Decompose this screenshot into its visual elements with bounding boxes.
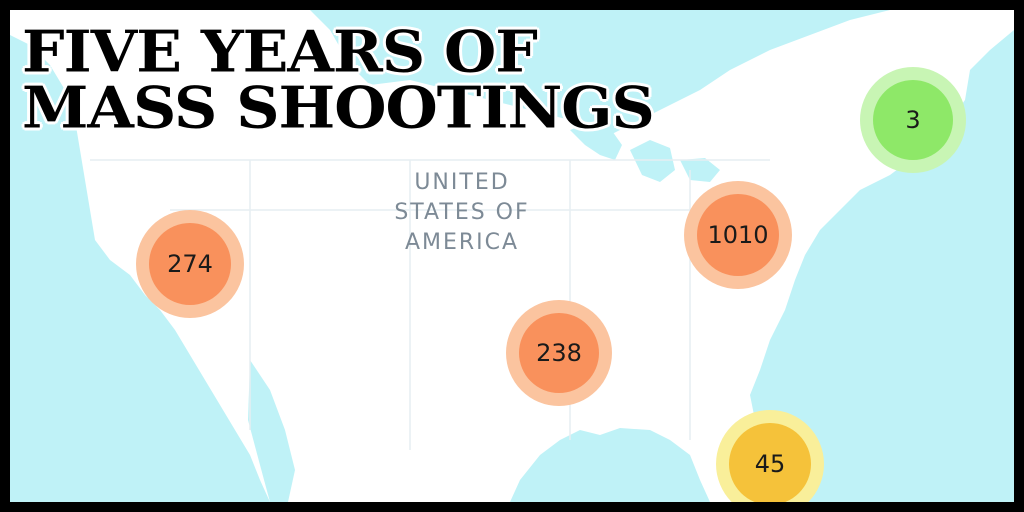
- country-label-line-2: STATES OF: [394, 200, 530, 225]
- gulf-coast-water: [248, 360, 295, 502]
- title-line-2: MASS SHOOTINGS: [22, 75, 655, 142]
- cluster-marker-florida[interactable]: 45: [716, 410, 824, 502]
- cluster-marker-east[interactable]: 1010: [684, 181, 792, 289]
- country-label: UNITED STATES OF AMERICA: [342, 168, 582, 258]
- cluster-count-northeast: 3: [873, 80, 953, 160]
- state-borders: [90, 159, 770, 450]
- country-label-line-3: AMERICA: [404, 230, 520, 255]
- cluster-count-south: 238: [519, 313, 599, 393]
- cluster-count-florida: 45: [729, 423, 811, 502]
- cluster-count-west: 274: [149, 223, 231, 305]
- title-line-1: FIVE YEARS OF: [22, 19, 538, 86]
- cluster-marker-west[interactable]: 274: [136, 210, 244, 318]
- map-canvas[interactable]: [10, 10, 1014, 502]
- great-lakes: [570, 122, 720, 182]
- hudson-bay: [570, 10, 660, 80]
- cluster-count-east: 1010: [697, 194, 779, 276]
- cluster-marker-south[interactable]: 238: [506, 300, 612, 406]
- country-label-line-1: UNITED: [414, 170, 510, 195]
- map-frame: FIVE YEARS OF MASS SHOOTINGS UNITED STAT…: [10, 10, 1014, 502]
- cluster-marker-northeast[interactable]: 3: [860, 67, 966, 173]
